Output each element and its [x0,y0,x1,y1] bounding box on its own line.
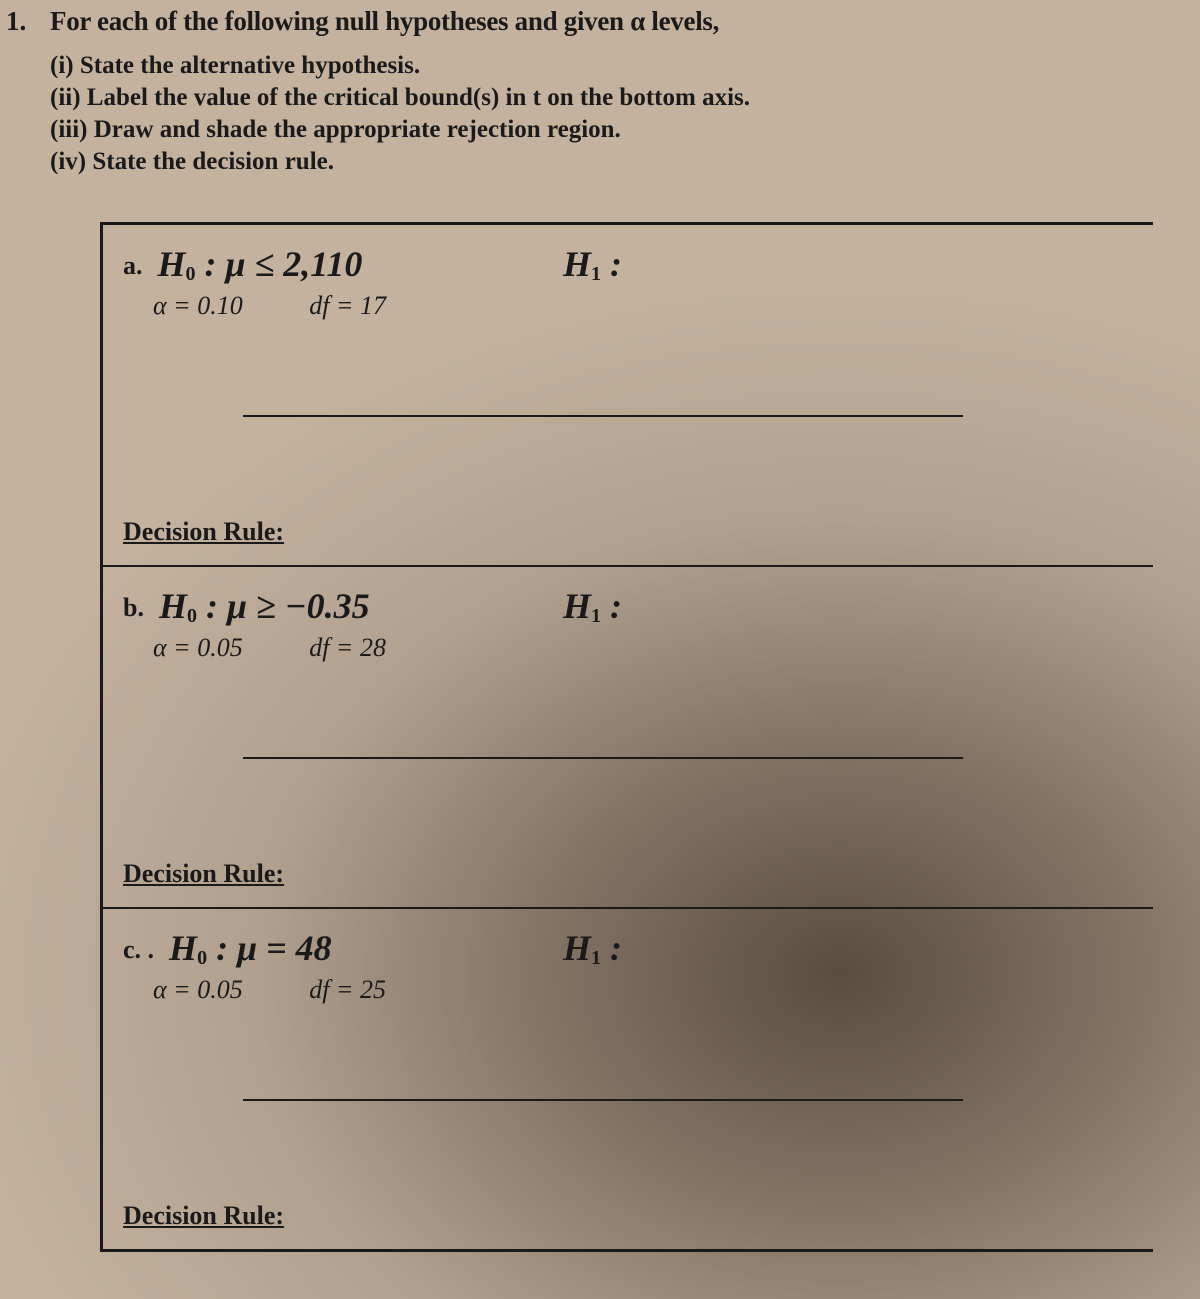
null-hypothesis-c: c. . H0 : μ = 48 [123,927,332,970]
alpha-b: α = 0.05 [153,633,243,662]
params-c: α = 0.05 df = 25 [153,975,386,1005]
alpha-a: α = 0.10 [153,291,243,320]
null-hypothesis-b: b. H0 : μ ≥ −0.35 [123,585,370,628]
alt-hypothesis-a: H1 : [563,243,622,286]
table-row: a. H0 : μ ≤ 2,110 α = 0.10 df = 17 H1 : … [103,225,1153,567]
alpha-c: α = 0.05 [153,975,243,1004]
decision-rule-label-b: Decision Rule: [123,859,284,889]
question-stem: For each of the following null hypothese… [50,6,719,37]
axis-line-c [243,1099,963,1101]
sub-i: (i) State the alternative hypothesis. [50,52,420,80]
stem-text: For each of the following null hypothese… [50,6,719,36]
sub-ii: (ii) Label the value of the critical bou… [50,84,750,112]
axis-line-a [243,415,963,417]
decision-rule-label-c: Decision Rule: [123,1201,284,1231]
table-row: c. . H0 : μ = 48 α = 0.05 df = 25 H1 : D… [103,909,1153,1249]
table-row: b. H0 : μ ≥ −0.35 α = 0.05 df = 28 H1 : … [103,567,1153,909]
axis-line-b [243,757,963,759]
params-a: α = 0.10 df = 17 [153,291,386,321]
alt-hypothesis-b: H1 : [563,585,622,628]
null-hypothesis-a: a. H0 : μ ≤ 2,110 [123,243,362,286]
row-letter: a. [123,251,143,280]
row-letter: b. [123,593,144,622]
sub-iv: (iv) State the decision rule. [50,148,334,176]
decision-rule-label-a: Decision Rule: [123,517,284,547]
sub-iii: (iii) Draw and shade the appropriate rej… [50,116,621,144]
df-c: df = 25 [309,975,386,1004]
df-b: df = 28 [309,633,386,662]
problems-table: a. H0 : μ ≤ 2,110 α = 0.10 df = 17 H1 : … [100,222,1153,1252]
question-number: 1. [6,6,26,37]
row-letter: c. . [123,935,154,964]
df-a: df = 17 [309,291,386,320]
params-b: α = 0.05 df = 28 [153,633,386,663]
alt-hypothesis-c: H1 : [563,927,622,970]
